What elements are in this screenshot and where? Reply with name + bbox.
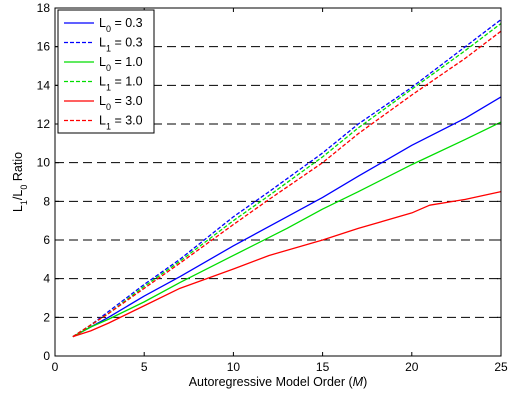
x-tick-label: 5 — [141, 360, 148, 374]
plot-frame — [54, 7, 502, 357]
series-line-0 — [72, 96, 502, 338]
y-tick-label: 2 — [43, 310, 50, 324]
y-tick-label: 10 — [37, 156, 51, 170]
legend-label-4: L0 = 3.0 — [99, 94, 143, 112]
x-axis-label: Autoregressive Model Order (M) — [189, 375, 368, 389]
axes: 0 5 10 15 20 25 0 2 4 6 8 10 12 14 16 18 Autoregressive … — [11, 1, 508, 389]
x-tick-label: 20 — [405, 360, 419, 374]
series-line-1 — [72, 19, 502, 338]
series-line-5 — [72, 30, 502, 338]
legend-label-2: L0 = 1.0 — [99, 55, 143, 73]
legend-box — [57, 9, 155, 134]
series-lines — [72, 19, 502, 338]
y-tick-label: 0 — [43, 349, 50, 363]
y-tick-label: 12 — [37, 117, 51, 131]
y-tick-label: 16 — [37, 40, 51, 54]
x-tick-label: 10 — [227, 360, 241, 374]
legend: L0 = 0.3 L1 = 0.3L0 = 1.0 L1 = 1.0L0 = 3.0… — [57, 9, 155, 134]
legend-label-5: L1 = 3.0 — [99, 114, 143, 132]
x-tick-label: 0 — [52, 360, 59, 374]
y-tick-label: 8 — [43, 194, 50, 208]
series-line-4 — [72, 191, 502, 338]
y-tick-label: 4 — [43, 272, 50, 286]
y-tick-label: 6 — [43, 233, 50, 247]
x-tick-label: 25 — [494, 360, 508, 374]
series-line-2 — [72, 121, 502, 338]
y-tick-label: 18 — [37, 1, 51, 15]
y-tick-label: 14 — [37, 78, 51, 92]
y-axis-label: L1/L0 Ratio — [11, 152, 29, 212]
legend-label-3: L1 = 1.0 — [99, 75, 143, 93]
x-tick-label: 15 — [316, 360, 330, 374]
legend-label-0: L0 = 0.3 — [99, 16, 143, 34]
legend-label-1: L1 = 0.3 — [99, 36, 143, 54]
